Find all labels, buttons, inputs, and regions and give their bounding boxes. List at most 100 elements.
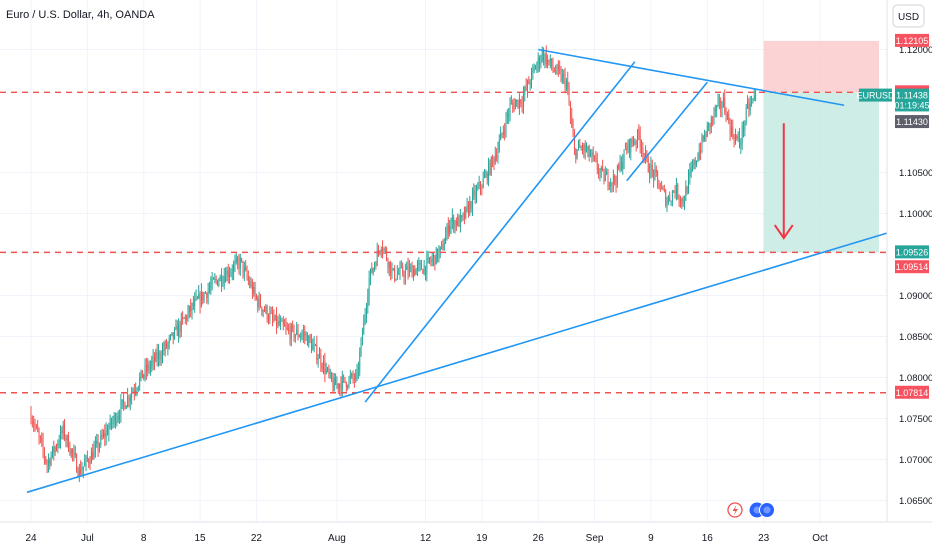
candle-body	[494, 155, 496, 163]
candle-body	[610, 182, 612, 187]
candle-body	[458, 216, 460, 227]
currency-button[interactable]: USD	[892, 4, 925, 28]
candle-body	[404, 269, 406, 278]
candle-body	[93, 448, 95, 460]
candle-body	[704, 134, 706, 140]
candle-body	[225, 276, 226, 281]
time-tick-label: Oct	[812, 533, 828, 544]
candle-body	[305, 334, 307, 336]
price-tick-label: 1.08000	[899, 373, 932, 384]
candle-body	[321, 365, 323, 369]
candle-body	[478, 182, 480, 188]
candle-body	[603, 169, 605, 182]
steep-uptrend-trendline[interactable]	[364, 61, 636, 403]
candle-body	[574, 136, 575, 150]
candle-body	[618, 166, 620, 169]
candle-body	[733, 136, 735, 142]
trendlines[interactable]	[26, 48, 925, 494]
candle-body	[586, 149, 587, 152]
candle-body	[607, 172, 609, 186]
candle-body	[209, 288, 210, 291]
candle-body	[154, 356, 155, 362]
candle-body	[103, 433, 104, 437]
candle-body	[86, 456, 88, 460]
candle-body	[254, 286, 256, 296]
candle-body	[261, 306, 263, 312]
candle-body	[370, 268, 371, 279]
channel-trendline[interactable]	[626, 81, 708, 182]
candle-body	[753, 95, 755, 100]
candle-body	[72, 449, 74, 454]
candle-body	[194, 299, 196, 307]
candle-body	[399, 267, 401, 274]
candle-body	[337, 383, 339, 389]
candle-body	[524, 87, 526, 95]
candle-body	[253, 286, 255, 294]
candle-body	[492, 157, 494, 159]
candle-body	[101, 435, 103, 437]
candle-body	[221, 275, 222, 285]
candle-body	[230, 272, 232, 275]
price-tick-label: 1.08500	[899, 332, 932, 343]
position-zones	[763, 40, 879, 253]
candle-body	[408, 267, 410, 274]
candle-body	[241, 258, 243, 261]
candle-body	[430, 260, 432, 262]
candle-body	[76, 455, 78, 473]
candle-body	[392, 268, 394, 270]
candle-body	[100, 435, 102, 445]
news-flag-icon[interactable]	[759, 502, 775, 518]
candle-body	[659, 188, 661, 190]
candle-body	[731, 126, 732, 134]
candle-body	[535, 67, 536, 70]
candle-body	[115, 415, 116, 424]
candle-body	[654, 169, 656, 179]
candle-body	[298, 336, 300, 338]
long-term-support-trendline[interactable]	[26, 220, 925, 494]
candle-body	[459, 215, 461, 227]
time-tick-label: 22	[251, 533, 263, 544]
candle-body	[109, 419, 111, 428]
candle-body	[96, 440, 98, 445]
candle-body	[739, 136, 740, 146]
candle-body	[572, 126, 574, 137]
candle-body	[590, 155, 591, 157]
candle-body	[320, 354, 322, 366]
candle-body	[313, 344, 315, 346]
candle-body	[378, 250, 379, 252]
candle-body	[355, 372, 357, 380]
candle-body	[465, 206, 467, 219]
candle-body	[73, 452, 75, 454]
candle-body	[616, 166, 618, 184]
candle-body	[107, 430, 108, 435]
candle-body	[175, 325, 177, 329]
candle-body	[160, 358, 162, 360]
candle-body	[493, 158, 495, 163]
candle-body	[190, 305, 192, 312]
economic-event-icon[interactable]	[727, 502, 743, 518]
candle-body	[97, 440, 99, 450]
candle-body	[366, 307, 367, 315]
candle-body	[413, 269, 414, 278]
resistance-trendline[interactable]	[538, 48, 845, 107]
candle-body	[553, 69, 555, 72]
candle-body	[468, 205, 469, 214]
candle-body	[533, 67, 535, 69]
candle-body	[137, 386, 139, 390]
candle-body	[513, 104, 515, 110]
candle-body	[116, 419, 118, 424]
time-tick-label: 15	[195, 533, 207, 544]
candle-body	[688, 176, 689, 193]
candle-body	[502, 131, 504, 134]
candle-body	[164, 342, 166, 351]
candle-body	[344, 377, 346, 383]
candle-body	[276, 314, 277, 327]
candle-body	[658, 179, 660, 189]
candle-body	[89, 462, 91, 464]
candle-body	[686, 187, 688, 193]
candle-body	[661, 187, 663, 190]
candle-body	[633, 143, 634, 145]
candle-body	[374, 264, 375, 269]
